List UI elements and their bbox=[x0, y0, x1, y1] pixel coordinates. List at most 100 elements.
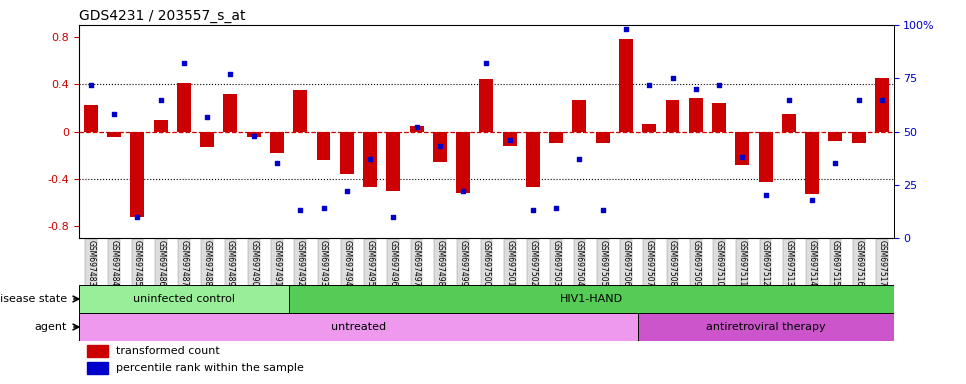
Point bbox=[479, 60, 495, 66]
Point bbox=[153, 96, 168, 103]
Text: GSM697498: GSM697498 bbox=[436, 240, 444, 287]
Bar bbox=[479, 79, 494, 131]
Point bbox=[805, 197, 820, 203]
Point bbox=[828, 161, 843, 167]
Point bbox=[711, 81, 726, 88]
Bar bbox=[87, 362, 108, 374]
Point bbox=[385, 214, 401, 220]
Bar bbox=[502, 131, 517, 146]
Bar bbox=[87, 344, 108, 357]
Point bbox=[223, 71, 239, 77]
Text: untreated: untreated bbox=[330, 322, 386, 332]
Bar bbox=[805, 131, 819, 194]
Point bbox=[618, 26, 634, 32]
Text: GSM697494: GSM697494 bbox=[342, 240, 352, 287]
Bar bbox=[154, 120, 168, 131]
Point bbox=[316, 205, 331, 211]
Point bbox=[432, 143, 447, 149]
Bar bbox=[712, 103, 726, 131]
Bar bbox=[875, 78, 889, 131]
Text: GSM697500: GSM697500 bbox=[482, 240, 491, 287]
Text: GSM697486: GSM697486 bbox=[156, 240, 165, 287]
Bar bbox=[107, 131, 121, 137]
Bar bbox=[84, 106, 98, 131]
Text: GSM697517: GSM697517 bbox=[877, 240, 887, 287]
Bar bbox=[223, 94, 238, 131]
Point bbox=[781, 96, 797, 103]
Point bbox=[665, 75, 680, 81]
Bar bbox=[666, 99, 679, 131]
Text: GSM697497: GSM697497 bbox=[412, 240, 421, 287]
Bar bbox=[410, 126, 423, 131]
Bar bbox=[456, 131, 470, 193]
Point bbox=[270, 161, 285, 167]
Bar bbox=[619, 39, 633, 131]
Bar bbox=[246, 131, 261, 137]
Text: GSM697511: GSM697511 bbox=[738, 240, 747, 286]
Point bbox=[83, 81, 99, 88]
Text: GSM697489: GSM697489 bbox=[226, 240, 235, 287]
Text: percentile rank within the sample: percentile rank within the sample bbox=[116, 363, 303, 373]
Bar bbox=[294, 90, 307, 131]
Bar bbox=[735, 131, 750, 165]
Point bbox=[176, 60, 191, 66]
Point bbox=[129, 214, 145, 220]
Bar bbox=[550, 131, 563, 143]
Text: GSM697512: GSM697512 bbox=[761, 240, 770, 286]
Point bbox=[734, 154, 750, 160]
Bar bbox=[79, 285, 289, 313]
Bar bbox=[130, 131, 144, 217]
Point bbox=[688, 86, 703, 92]
Bar bbox=[79, 313, 638, 341]
Text: agent: agent bbox=[35, 322, 67, 332]
Text: GSM697502: GSM697502 bbox=[528, 240, 537, 287]
Bar bbox=[270, 131, 284, 153]
Text: GSM697496: GSM697496 bbox=[388, 240, 398, 287]
Point bbox=[409, 124, 424, 130]
Text: GSM697509: GSM697509 bbox=[692, 240, 700, 287]
Bar bbox=[642, 124, 656, 131]
Text: disease state: disease state bbox=[0, 294, 67, 304]
Text: GSM697492: GSM697492 bbox=[296, 240, 304, 287]
Text: GSM697505: GSM697505 bbox=[598, 240, 608, 287]
Bar bbox=[289, 285, 894, 313]
Bar bbox=[200, 131, 214, 147]
Bar bbox=[363, 131, 377, 187]
Point bbox=[874, 96, 890, 103]
Text: GSM697483: GSM697483 bbox=[86, 240, 96, 287]
Text: GSM697485: GSM697485 bbox=[133, 240, 142, 287]
Text: GSM697513: GSM697513 bbox=[784, 240, 793, 287]
Text: GSM697488: GSM697488 bbox=[203, 240, 212, 286]
Bar bbox=[573, 99, 586, 131]
Bar bbox=[386, 131, 400, 191]
Text: GSM697510: GSM697510 bbox=[715, 240, 724, 287]
Point bbox=[246, 133, 262, 139]
Text: HIV1-HAND: HIV1-HAND bbox=[559, 294, 623, 304]
Text: GSM697490: GSM697490 bbox=[249, 240, 258, 287]
Point bbox=[106, 111, 122, 118]
Text: GSM697484: GSM697484 bbox=[109, 240, 119, 287]
Point bbox=[549, 205, 564, 211]
Text: GSM697487: GSM697487 bbox=[180, 240, 188, 287]
Text: GSM697507: GSM697507 bbox=[644, 240, 654, 287]
Bar bbox=[758, 131, 773, 182]
Text: GSM697501: GSM697501 bbox=[505, 240, 514, 287]
Point bbox=[526, 207, 541, 214]
Point bbox=[293, 207, 308, 214]
Text: transformed count: transformed count bbox=[116, 346, 219, 356]
Point bbox=[455, 188, 470, 194]
Text: GSM697506: GSM697506 bbox=[621, 240, 631, 287]
Text: antiretroviral therapy: antiretroviral therapy bbox=[706, 322, 825, 332]
Text: GSM697495: GSM697495 bbox=[365, 240, 375, 287]
Point bbox=[572, 156, 587, 162]
Bar bbox=[526, 131, 540, 187]
Text: GDS4231 / 203557_s_at: GDS4231 / 203557_s_at bbox=[79, 8, 245, 23]
Point bbox=[502, 137, 518, 143]
Bar bbox=[852, 131, 866, 143]
Bar bbox=[433, 131, 447, 162]
Text: GSM697503: GSM697503 bbox=[552, 240, 560, 287]
Text: GSM697508: GSM697508 bbox=[668, 240, 677, 287]
Point bbox=[641, 81, 657, 88]
Text: GSM697499: GSM697499 bbox=[459, 240, 468, 287]
Point bbox=[851, 96, 867, 103]
